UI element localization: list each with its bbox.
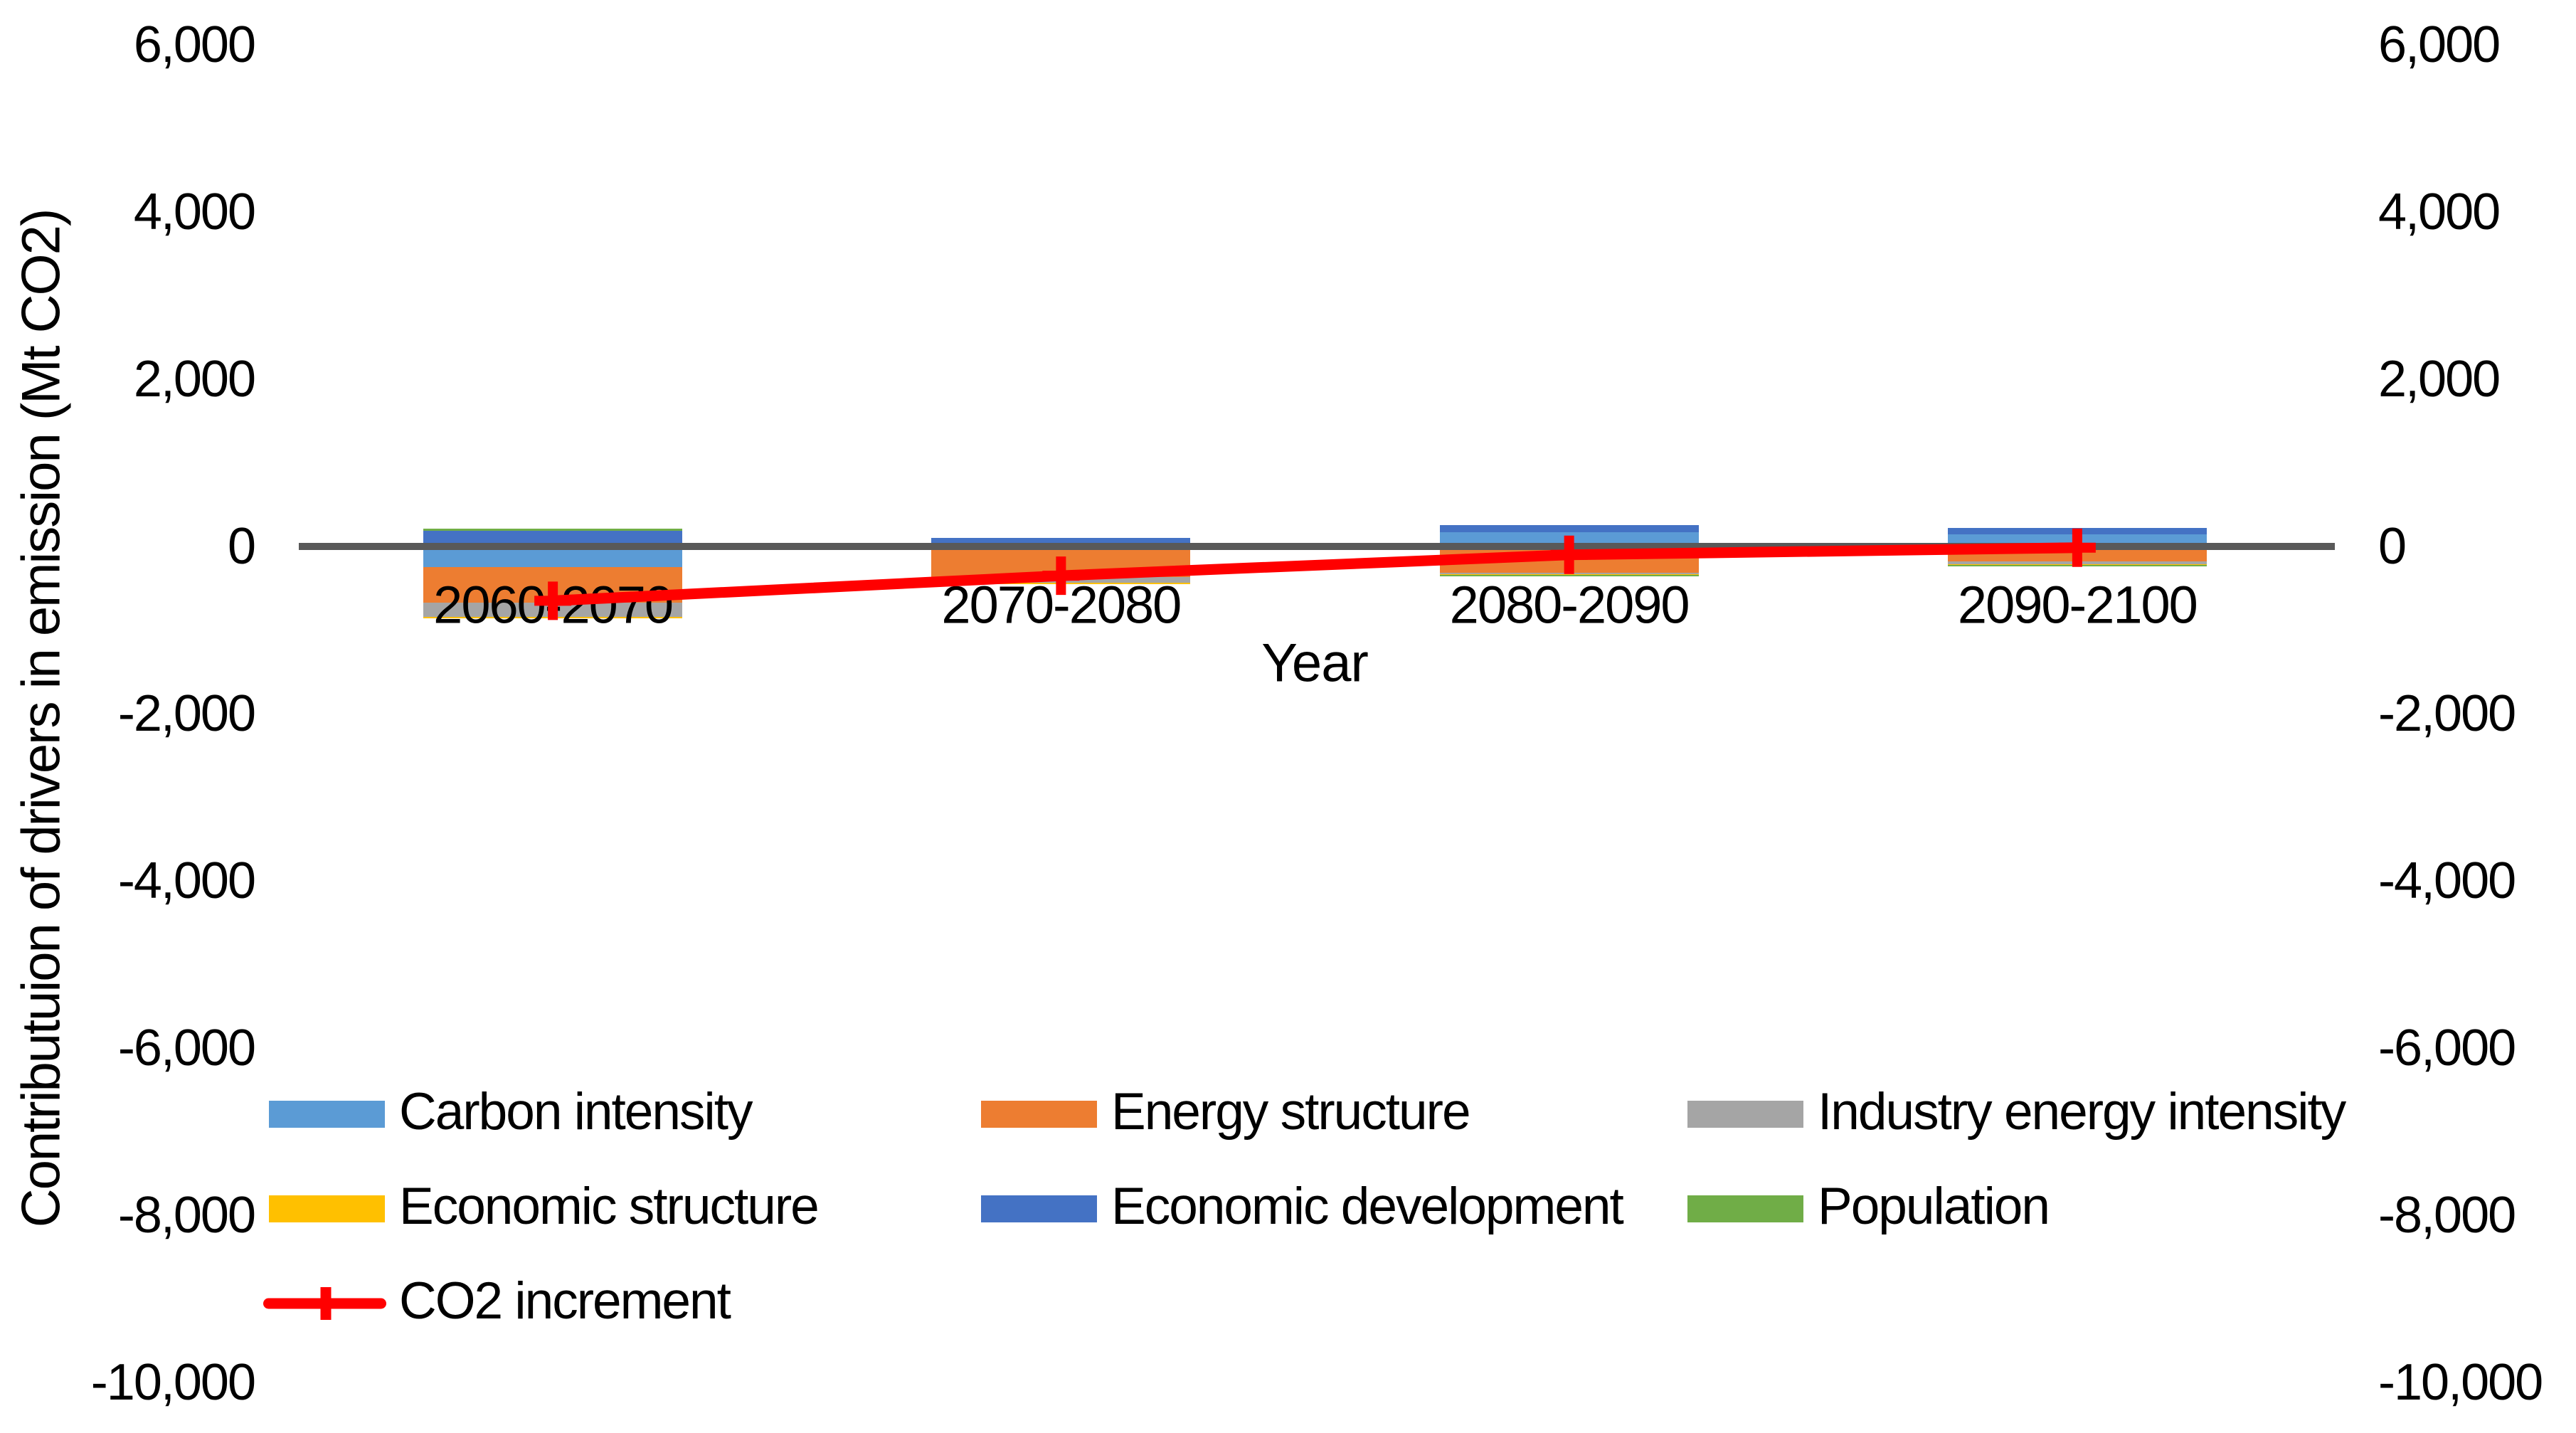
- bar-segment-population: [423, 529, 683, 531]
- y-tick-label-right: -4,000: [2378, 852, 2516, 909]
- x-axis-line: [299, 543, 2335, 550]
- y-tick-label-right: 2,000: [2378, 351, 2501, 408]
- y-tick-label-right: 0: [2378, 518, 2407, 575]
- legend-label: CO2 increment: [399, 1272, 731, 1331]
- bar-segment-population: [1439, 574, 1699, 576]
- bar-segment-economic-development: [423, 530, 683, 546]
- y-tick-label-left: 0: [227, 518, 256, 575]
- y-tick-label-left: -6,000: [117, 1020, 256, 1077]
- legend-swatch-economic-development: [981, 1195, 1097, 1222]
- y-tick-label-right: -6,000: [2378, 1020, 2516, 1077]
- plus-marker: [2058, 528, 2096, 567]
- x-tick-label: 2090-2100: [1957, 575, 2198, 635]
- legend-label: Carbon intensity: [399, 1083, 753, 1141]
- y-tick-label-left: -2,000: [117, 685, 256, 742]
- y-tick-label-right: -10,000: [2378, 1354, 2543, 1411]
- legend-swatch-economic-structure: [269, 1195, 385, 1222]
- legend-label: Population: [1818, 1178, 2050, 1236]
- y-tick-label-left: 6,000: [133, 16, 256, 73]
- y-tick-label-left: 2,000: [133, 351, 256, 408]
- bar-segment-economic-development: [931, 538, 1191, 546]
- y-tick-label-right: 4,000: [2378, 184, 2501, 240]
- x-tick-label: 2080-2090: [1449, 575, 1690, 635]
- y-tick-label-left: -4,000: [117, 852, 256, 909]
- legend-label: Economic structure: [399, 1178, 820, 1236]
- y-tick-label-left: 4,000: [133, 184, 256, 240]
- legend-swatch-carbon-intensity: [269, 1101, 385, 1128]
- bar-segment-economic-development: [1439, 525, 1699, 533]
- legend-swatch-population: [1687, 1195, 1803, 1222]
- bar-segment-economic-structure: [1439, 574, 1699, 575]
- plus-marker: [1550, 535, 1588, 574]
- y-tick-label-right: 6,000: [2378, 16, 2501, 73]
- y-tick-label-right: -8,000: [2378, 1187, 2516, 1244]
- y-tick-label-right: -2,000: [2378, 685, 2516, 742]
- legend-label: Energy structure: [1111, 1083, 1471, 1141]
- co2-increment-path: [547, 542, 2083, 606]
- legend-plus-marker: [320, 1287, 331, 1320]
- plus-marker: [534, 581, 572, 620]
- y-tick-label-left: -10,000: [90, 1354, 256, 1411]
- legend-label: Industry energy intensity: [1818, 1083, 2346, 1141]
- plus-marker: [1042, 556, 1080, 596]
- legend-swatch-industry-energy-intensity: [1687, 1101, 1803, 1128]
- x-axis-title: Year: [1261, 633, 1369, 694]
- y-tick-label-left: -8,000: [117, 1187, 256, 1244]
- legend-label: Economic development: [1111, 1178, 1624, 1236]
- legend-swatch-energy-structure: [981, 1101, 1097, 1128]
